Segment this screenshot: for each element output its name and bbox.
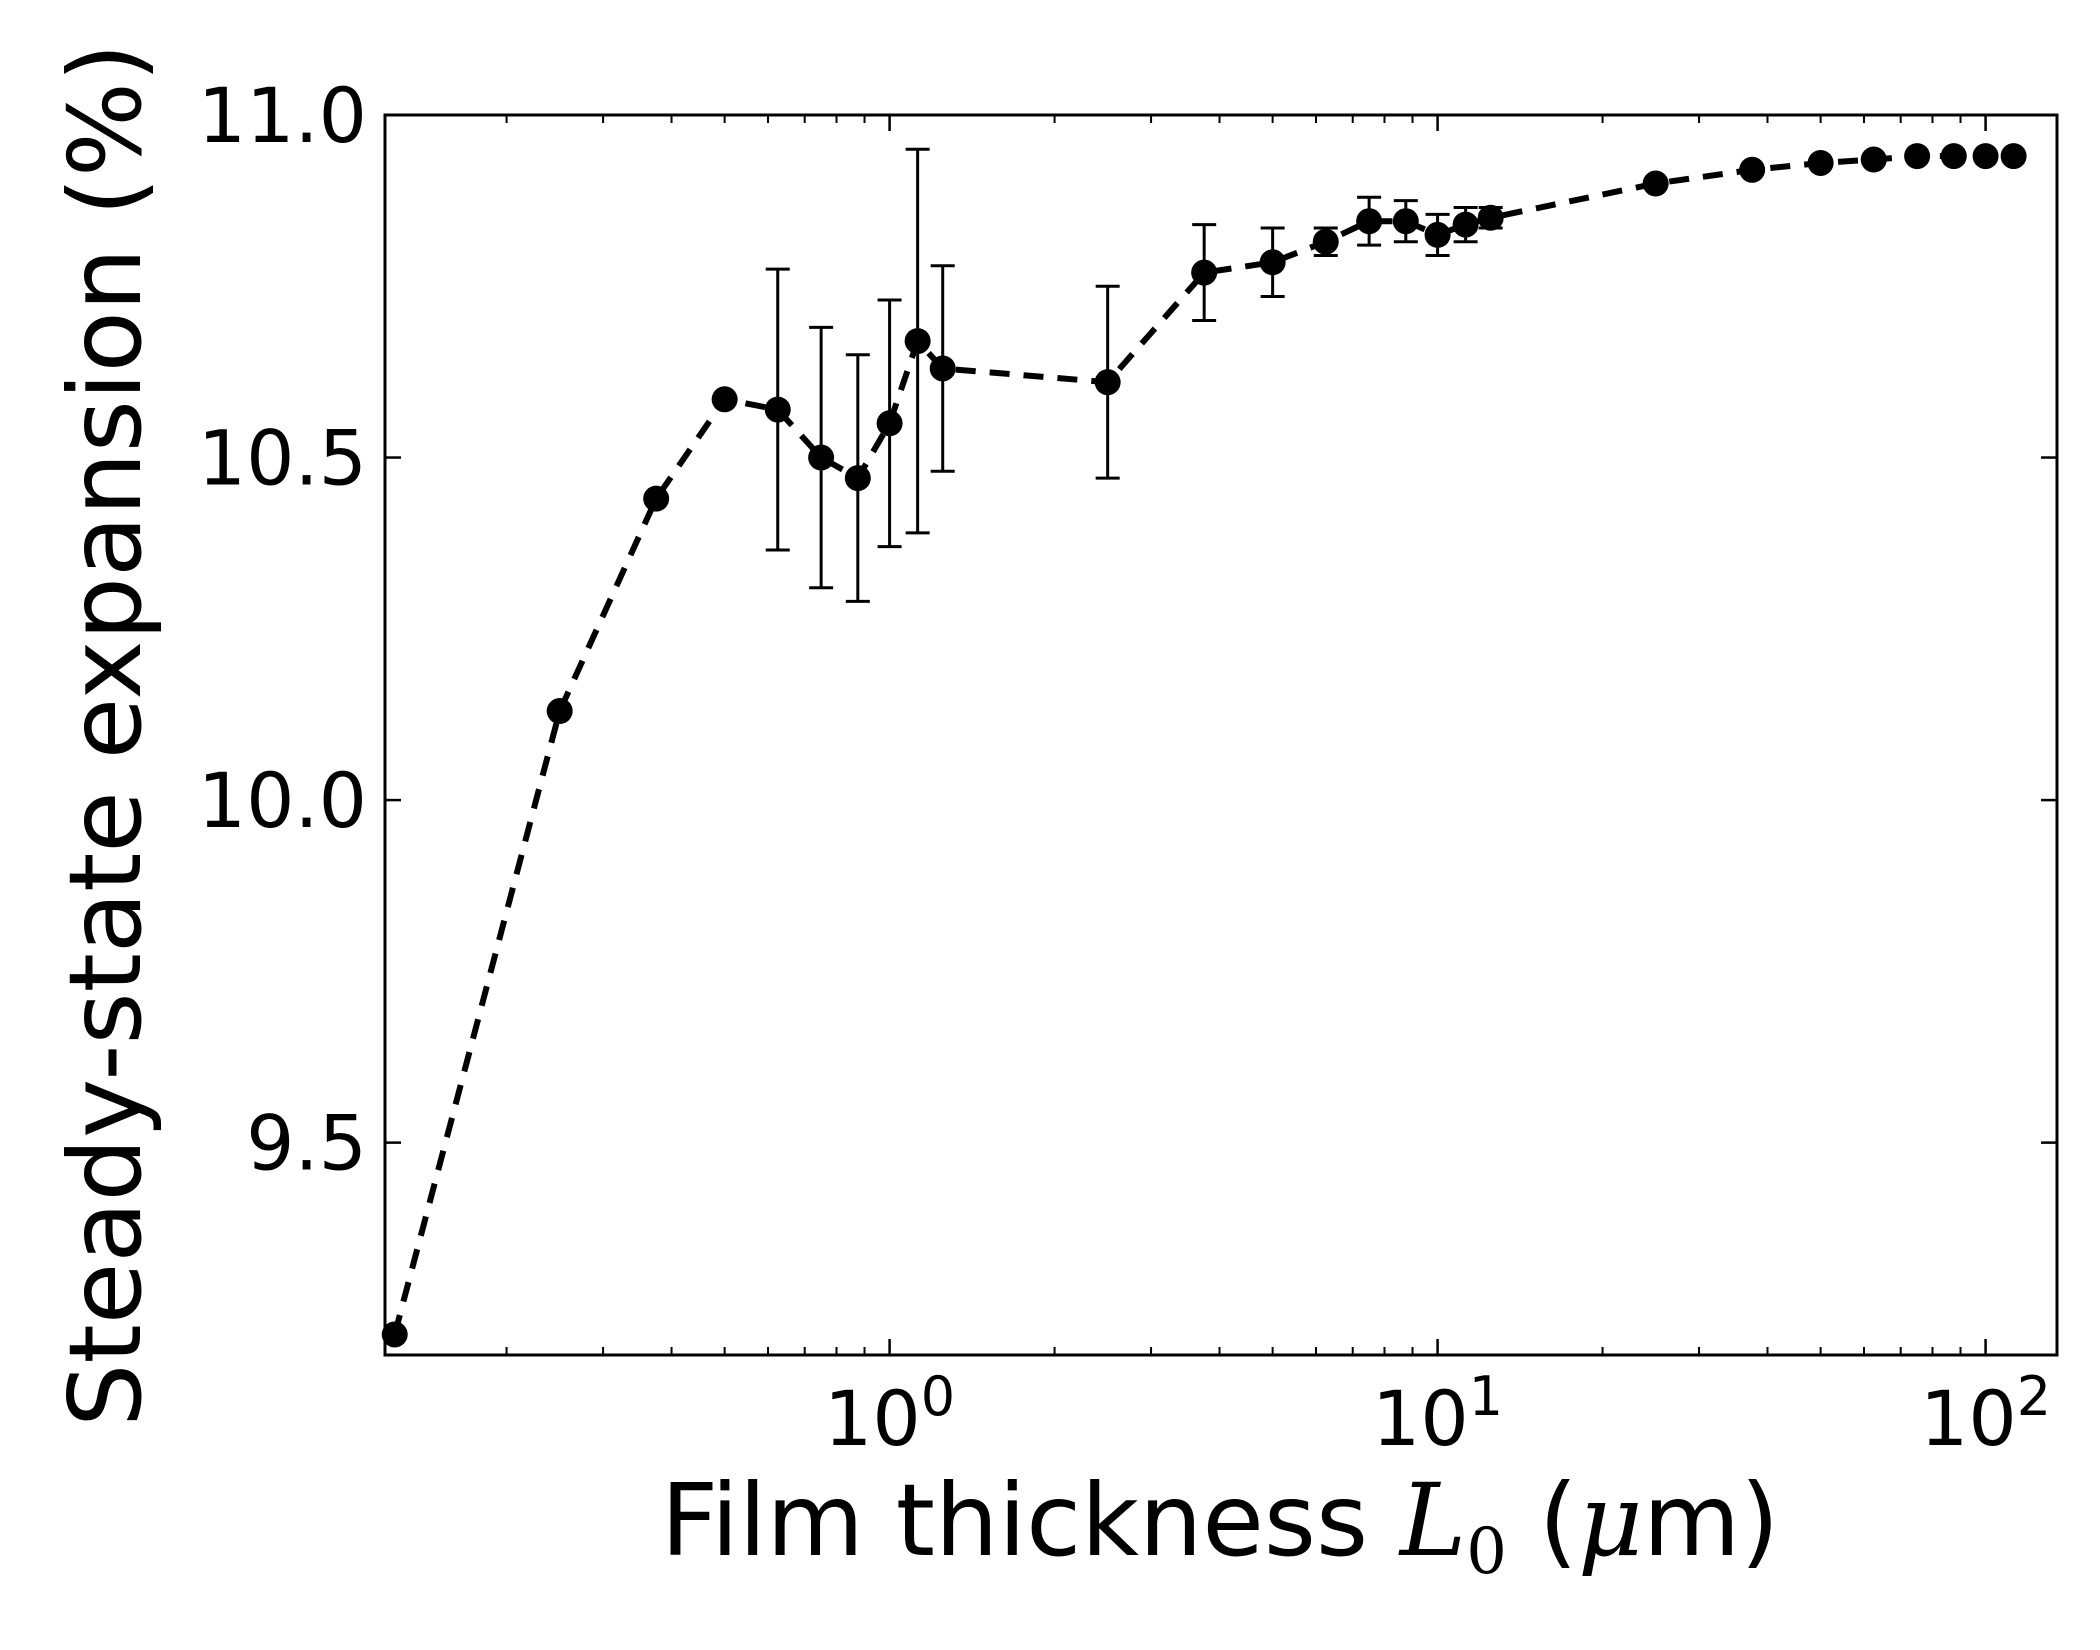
- data-point: [1424, 221, 1451, 248]
- data-point: [1094, 369, 1121, 396]
- data-point: [1642, 170, 1669, 197]
- data-point: [381, 1321, 408, 1348]
- x-tick-label: 102: [1920, 1365, 2051, 1463]
- x-axis-label: Film thickness L0 (μm): [661, 1462, 1780, 1589]
- y-tick-label: 11.0: [198, 71, 367, 160]
- data-point: [546, 698, 573, 725]
- data-point: [1807, 149, 1834, 176]
- plot-frame: [383, 113, 2059, 1357]
- data-point: [876, 410, 903, 437]
- data-point: [764, 396, 791, 423]
- data-point: [1904, 143, 1931, 170]
- data-point: [1739, 156, 1766, 183]
- axis-ticks: 9.5 10.0 10.5 11.0 100 101 102: [198, 71, 2057, 1463]
- data-point: [2000, 143, 2027, 170]
- data-point: [1477, 204, 1504, 231]
- data-point: [929, 355, 956, 382]
- data-point: [1312, 228, 1339, 255]
- series-line: [391, 153, 2014, 1336]
- y-axis-label: Steady-state expansion (%): [47, 43, 164, 1427]
- data-point: [904, 328, 931, 355]
- data-point: [808, 444, 835, 471]
- data-point: [711, 386, 738, 413]
- data-point: [844, 465, 871, 492]
- data-point: [1356, 208, 1383, 235]
- y-tick-label: 9.5: [246, 1099, 367, 1188]
- data-point: [1452, 211, 1479, 238]
- data-point: [1860, 146, 1887, 173]
- y-tick-label: 10.5: [198, 414, 367, 503]
- y-tick-label: 10.0: [198, 756, 367, 845]
- data-point: [1940, 143, 1967, 170]
- data-point: [643, 485, 670, 512]
- data-point: [1972, 143, 1999, 170]
- data-point: [1191, 259, 1218, 286]
- x-tick-label: 101: [1372, 1365, 1503, 1463]
- series: [381, 143, 2027, 1348]
- data-point: [1392, 208, 1419, 235]
- x-tick-label: 100: [824, 1365, 955, 1463]
- data-point: [1259, 249, 1286, 276]
